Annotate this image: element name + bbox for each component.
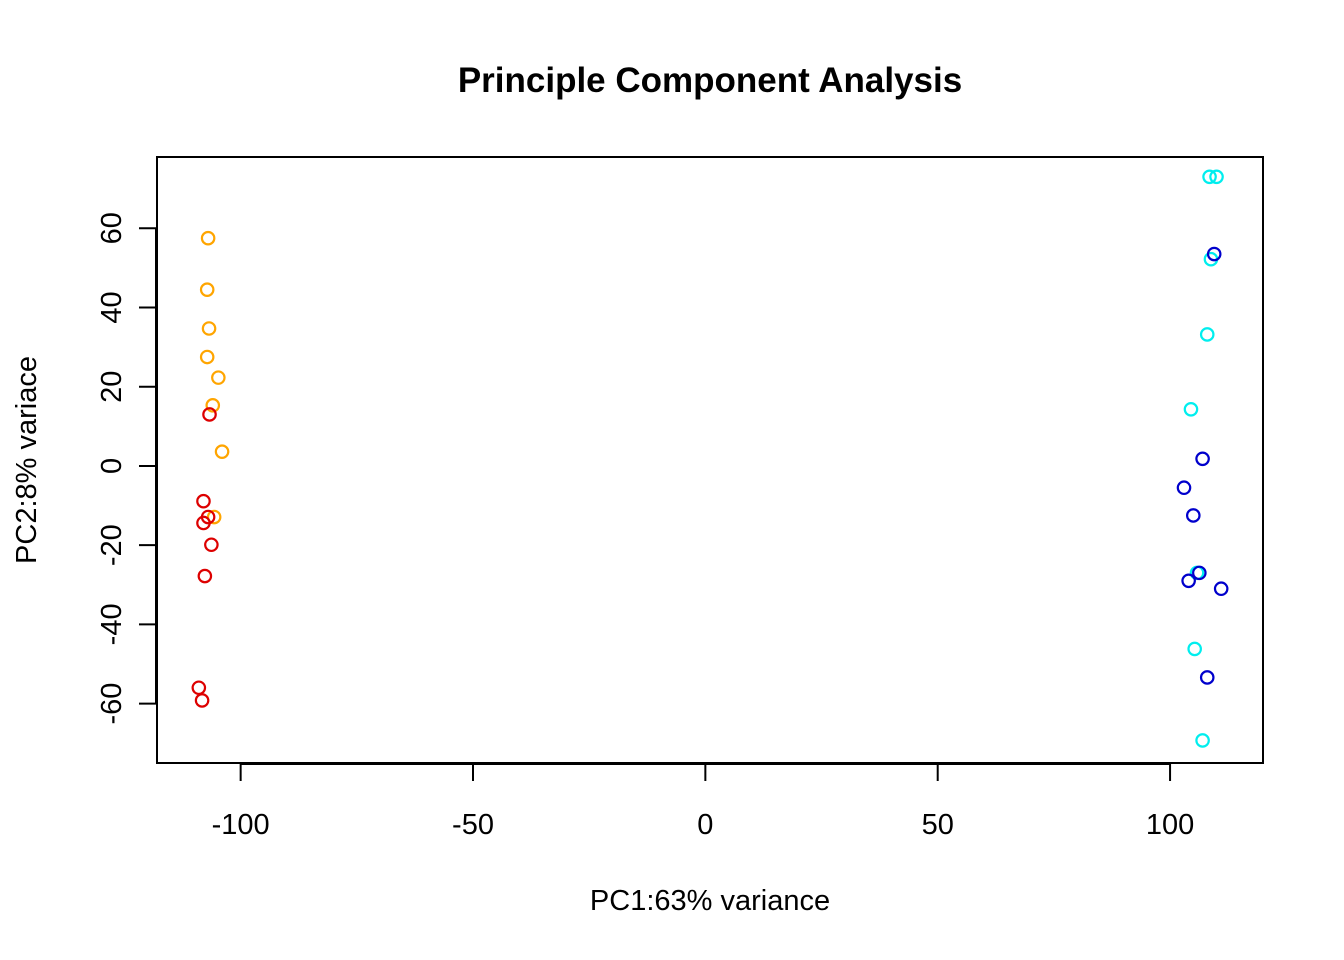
scatter-point [201,321,217,336]
x-tick-label: 100 [1146,809,1194,841]
y-tick-label: 20 [96,371,128,403]
scatter-point [1199,670,1215,685]
scatter-point [196,515,211,531]
scatter-point [1195,451,1210,467]
scatter-point [214,444,230,459]
x-tick-label: 0 [697,809,713,841]
y-tick-label: 0 [96,458,128,474]
y-tick-label: 40 [96,291,128,323]
x-axis-label: PC1:63% variance [590,885,830,917]
plot-frame [156,156,1264,764]
scatter-point [1185,508,1201,523]
scatter-point [206,509,222,525]
scatter-point [196,493,211,509]
scatter-point [204,537,219,553]
scatter-point [1213,581,1229,597]
y-tick-label: -60 [96,683,128,725]
y-tick-label: 60 [96,212,128,244]
scatter-point [197,568,213,584]
scatter-point [200,230,216,246]
scatter-point [199,349,215,365]
scatter-point [205,398,221,413]
scatter-point [202,407,217,422]
scatter-point [1192,565,1207,581]
x-tick-label: -50 [452,809,494,841]
scatter-point [194,693,210,708]
x-axis: -100 -50 0 50 100 [212,763,1194,841]
scatter-point [1199,327,1215,342]
y-tick-label: -40 [96,603,128,645]
scatter-point [1206,246,1222,262]
scatter-point [199,282,215,297]
scatter-point [211,370,226,385]
chart-title: Principle Component Analysis [458,61,962,100]
y-axis: -60 -40 -20 0 20 40 60 [96,212,157,725]
scatter-point [1187,641,1202,657]
y-axis-label: PC2:8% variace [11,356,43,564]
y-tick-label: -20 [96,524,128,566]
scatter-point [1209,169,1224,185]
x-tick-label: 50 [922,809,954,841]
scatter-point [1195,733,1210,748]
scatter-point [1202,169,1217,185]
scatter-point [1176,480,1192,496]
x-tick-label: -100 [212,809,270,841]
data-points [191,169,1229,748]
scatter-point [1181,573,1196,589]
scatter-point [1183,402,1199,417]
scatter-point [191,680,207,696]
